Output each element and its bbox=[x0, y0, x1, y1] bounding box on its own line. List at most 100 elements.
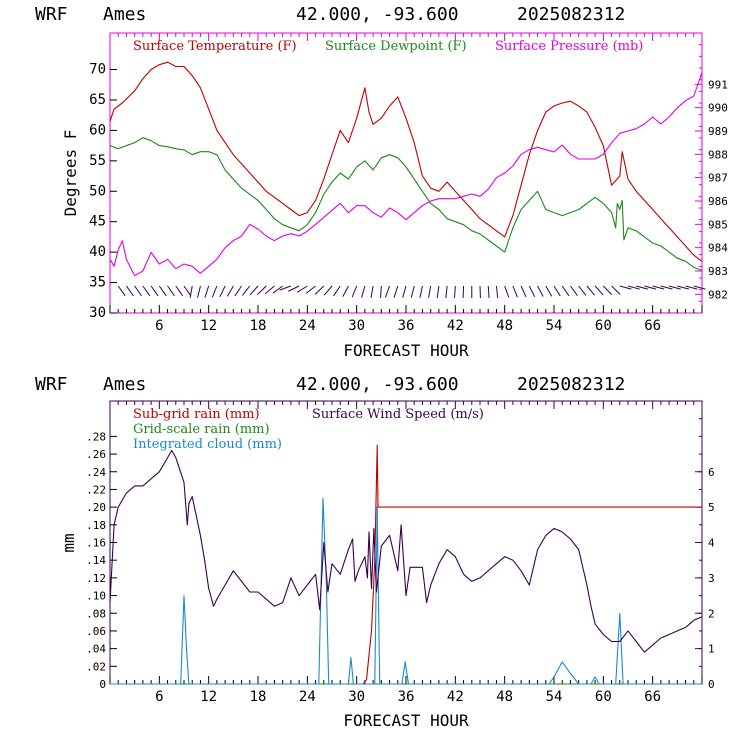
station-name: Ames bbox=[103, 4, 146, 25]
legend-temperature: Surface Temperature (F) bbox=[133, 39, 297, 54]
x-tick-label: 12 bbox=[200, 318, 217, 334]
series-line-1 bbox=[110, 444, 702, 685]
wind-barb bbox=[279, 285, 292, 291]
wind-barb bbox=[677, 285, 690, 290]
wind-barb bbox=[402, 285, 407, 298]
wind-barb bbox=[445, 285, 448, 298]
wind-barb bbox=[333, 285, 341, 297]
x-tick-label: 36 bbox=[398, 689, 415, 705]
wind-barb bbox=[351, 285, 358, 298]
y2-tick-label: 984 bbox=[708, 242, 728, 255]
y-tick-label: 50 bbox=[89, 183, 106, 199]
legend-dewpoint: Surface Dewpoint (F) bbox=[325, 39, 467, 54]
y-tick-label: 55 bbox=[89, 153, 106, 169]
y-tick-label: 70 bbox=[89, 62, 106, 78]
wind-barb bbox=[627, 285, 640, 290]
wind-barb bbox=[668, 285, 681, 290]
series-line-1 bbox=[109, 61, 703, 262]
x-tick-label: 42 bbox=[447, 318, 464, 334]
panel-1-header: WRF Ames 42.000, -93.600 2025082312 bbox=[35, 4, 625, 25]
x-tick-label: 48 bbox=[496, 689, 513, 705]
y-tick-label: 40 bbox=[89, 244, 106, 260]
x-tick-label: 66 bbox=[644, 689, 661, 705]
panel-2-series bbox=[109, 444, 703, 685]
wind-barb bbox=[126, 285, 134, 297]
series-line-3 bbox=[110, 497, 702, 685]
y2-tick-label: 990 bbox=[708, 102, 728, 115]
legend-subgrid-rain: Sub-grid rain (mm) bbox=[133, 407, 260, 422]
y-tick-label: .12 bbox=[86, 572, 106, 585]
y-tick-label: .04 bbox=[86, 643, 106, 656]
wind-barb bbox=[685, 285, 698, 290]
x-tick-label: 42 bbox=[447, 689, 464, 705]
wind-barb bbox=[419, 285, 423, 298]
wind-barb bbox=[611, 285, 621, 295]
x-tick-label: 24 bbox=[299, 689, 316, 705]
x-tick-label: 66 bbox=[644, 318, 661, 334]
y-tick-label: .02 bbox=[86, 660, 106, 673]
wind-barb bbox=[636, 285, 648, 290]
y2-tick-label: 986 bbox=[708, 195, 728, 208]
wind-barb bbox=[241, 285, 251, 296]
y-tick-label: 45 bbox=[89, 214, 106, 230]
wind-barb bbox=[296, 285, 308, 293]
wind-barb bbox=[393, 285, 399, 298]
wind-barb bbox=[219, 285, 226, 298]
x-tick-label: 54 bbox=[546, 689, 563, 705]
wind-barb bbox=[342, 285, 349, 297]
wind-barb bbox=[150, 285, 159, 297]
wind-barbs bbox=[117, 285, 706, 299]
wind-barb bbox=[495, 285, 499, 298]
x-tick-label: 24 bbox=[299, 318, 316, 334]
wind-barb bbox=[545, 285, 553, 297]
y2-tick-label: 4 bbox=[708, 537, 715, 550]
y-tick-label: 30 bbox=[89, 305, 106, 321]
wind-barb bbox=[619, 285, 632, 290]
y2-tick-label: 983 bbox=[708, 265, 728, 278]
legend-gridscale-rain: Grid-scale rain (mm) bbox=[133, 422, 270, 437]
wind-barb bbox=[561, 285, 570, 297]
y2-tick-label: 991 bbox=[708, 78, 728, 91]
wind-barb bbox=[183, 285, 192, 297]
wind-barb bbox=[570, 285, 578, 297]
x-tick-label: 18 bbox=[250, 318, 267, 334]
x-tick-label: 54 bbox=[546, 318, 563, 334]
wind-barb bbox=[520, 285, 527, 298]
y-tick-label: .28 bbox=[86, 430, 106, 443]
y-tick-label: .20 bbox=[86, 501, 106, 514]
y-tick-label: .10 bbox=[86, 590, 106, 603]
y2-tick-label: 6 bbox=[708, 466, 715, 479]
wind-barb bbox=[436, 285, 440, 298]
wind-barb bbox=[314, 285, 325, 295]
wind-barb bbox=[249, 285, 259, 296]
y2-tick-label: 988 bbox=[708, 148, 728, 161]
panel-1-legend: Surface Temperature (F) Surface Dewpoint… bbox=[133, 39, 643, 54]
x-axis-label-2: FORECAST HOUR bbox=[343, 711, 469, 730]
panel-2-ticks: 6 12 18 24 30 36 42 48 54 60 660.02.04.06.08.10.12… bbox=[86, 400, 715, 705]
wind-barb bbox=[644, 285, 657, 290]
wind-barb bbox=[537, 285, 544, 297]
wind-barb bbox=[204, 285, 210, 298]
y-tick-label: .24 bbox=[86, 466, 106, 479]
y-tick-label: .08 bbox=[86, 607, 106, 620]
wind-barb bbox=[167, 285, 175, 297]
station-coords-2: 42.000, -93.600 bbox=[296, 374, 459, 395]
x-tick-label: 60 bbox=[595, 318, 612, 334]
wind-barb bbox=[528, 285, 536, 298]
y-axis-label-2: mm bbox=[59, 533, 78, 552]
wind-barb bbox=[428, 285, 432, 298]
panel-1-series bbox=[109, 61, 703, 277]
wind-barb bbox=[379, 285, 382, 299]
y-tick-label: 60 bbox=[89, 122, 106, 138]
y2-tick-label: 989 bbox=[708, 125, 728, 138]
y2-tick-label: 985 bbox=[708, 218, 728, 231]
y-tick-label: .26 bbox=[86, 448, 106, 461]
station-name-2: Ames bbox=[103, 374, 146, 395]
wind-barb bbox=[578, 285, 587, 296]
y2-tick-label: 5 bbox=[708, 501, 715, 514]
wind-barb bbox=[487, 285, 490, 299]
x-tick-label: 30 bbox=[348, 689, 365, 705]
wind-barb bbox=[693, 285, 706, 290]
wind-barb bbox=[117, 285, 126, 297]
